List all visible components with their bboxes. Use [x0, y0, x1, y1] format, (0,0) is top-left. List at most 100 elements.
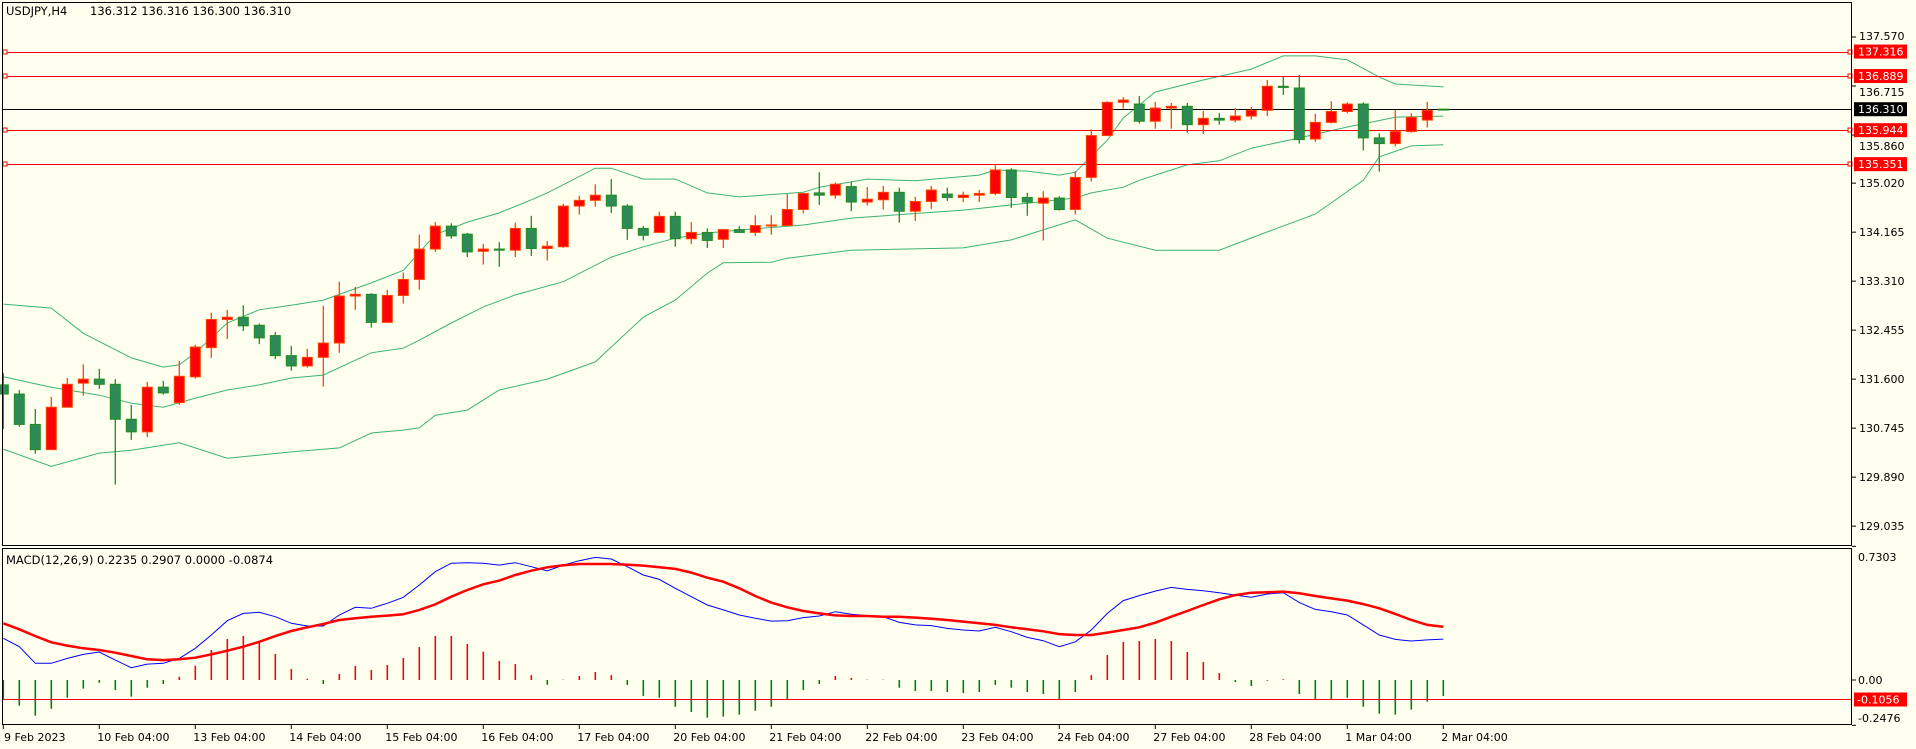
macd-pane[interactable]	[2, 556, 1852, 718]
candle-body	[1181, 105, 1193, 126]
candle-body	[1085, 135, 1097, 178]
time-tick-label: 9 Feb 2023	[4, 731, 65, 744]
candle-body	[1213, 117, 1225, 121]
candle	[989, 164, 1001, 196]
candle-body	[349, 293, 361, 297]
candle-body	[1389, 131, 1401, 145]
candle	[77, 364, 89, 396]
candle	[1117, 97, 1129, 109]
candle	[349, 286, 361, 310]
candle-body	[701, 231, 713, 241]
candle-body	[61, 383, 73, 408]
candle	[749, 215, 761, 236]
time-tick-label: 20 Feb 04:00	[673, 731, 745, 744]
price-tick-label: 136.715	[1859, 86, 1905, 99]
candle	[1357, 102, 1369, 151]
candle-body	[317, 342, 329, 358]
candle-body	[621, 205, 633, 229]
candle-body	[765, 224, 777, 227]
candle-body	[397, 278, 409, 296]
candle-body	[1261, 85, 1273, 111]
candle-body	[125, 418, 137, 433]
candle-body	[285, 355, 297, 367]
candle-body	[557, 205, 569, 248]
candle-body	[1053, 197, 1065, 211]
candle	[973, 190, 985, 203]
candle-body	[509, 227, 521, 251]
candle-body	[525, 227, 537, 249]
candle-body	[1037, 197, 1049, 204]
candle	[765, 215, 777, 235]
time-tick-label: 27 Feb 04:00	[1153, 731, 1225, 744]
candle-body	[1293, 87, 1305, 141]
level-anchor-handle[interactable]	[2, 161, 8, 167]
bollinger-lower-band	[3, 144, 1444, 467]
time-tick-label: 28 Feb 04:00	[1249, 731, 1321, 744]
candle-body	[1117, 99, 1129, 103]
ohlc-readout: 136.312 136.316 136.300 136.310	[90, 4, 291, 18]
macd-tick-label: 0.7303	[1858, 551, 1897, 564]
macd-level-label: -0.1056	[1857, 694, 1899, 707]
time-tick-label: 13 Feb 04:00	[193, 731, 265, 744]
candle	[1149, 101, 1161, 129]
candle-body	[13, 393, 25, 425]
candle-body	[637, 227, 649, 236]
price-pane[interactable]	[0, 49, 1853, 485]
time-tick-label: 23 Feb 04:00	[961, 731, 1033, 744]
candle-body	[1165, 105, 1177, 109]
candle-body	[445, 225, 457, 237]
candle-body	[461, 233, 473, 253]
level-anchor-handle[interactable]	[2, 127, 8, 133]
level-anchor-handle[interactable]	[2, 49, 8, 55]
candle	[1309, 113, 1321, 142]
candle-body	[1341, 103, 1353, 113]
candle-body	[893, 191, 905, 212]
macd-main-line	[3, 556, 1444, 669]
candle-body	[493, 248, 505, 251]
candle-body	[1005, 169, 1017, 198]
candle	[0, 372, 9, 430]
bid-price-badge	[1854, 102, 1907, 117]
candle-body	[221, 316, 233, 321]
candle-body	[1421, 109, 1433, 121]
candle-body	[541, 245, 553, 249]
candle	[1341, 102, 1353, 114]
candle-body	[109, 383, 121, 420]
candle	[1069, 171, 1081, 215]
time-tick-label: 2 Mar 04:00	[1441, 731, 1507, 744]
candle-body	[1069, 176, 1081, 211]
time-tick-label: 17 Feb 04:00	[577, 731, 649, 744]
candle-body	[1149, 107, 1161, 122]
candle	[813, 172, 825, 205]
candle	[589, 184, 601, 207]
candle	[781, 194, 793, 227]
candle	[221, 309, 233, 340]
candle	[365, 293, 377, 328]
candle-body	[253, 324, 265, 339]
macd-tick-label: -0.2476	[1858, 712, 1900, 725]
time-tick-label: 24 Feb 04:00	[1057, 731, 1129, 744]
candle-body	[205, 319, 217, 349]
level-price-badge	[1854, 123, 1907, 138]
candle-body	[1245, 109, 1257, 117]
level-anchor-handle[interactable]	[2, 73, 8, 79]
candle-body	[1229, 115, 1241, 121]
candle	[1213, 113, 1225, 125]
symbol-label: USDJPY,H4	[6, 4, 67, 18]
candle	[285, 345, 297, 371]
candle-body	[813, 192, 825, 196]
candle	[397, 272, 409, 304]
candle-body	[429, 225, 441, 250]
axes: 137.570 136.715 135.860 135.020 134.165 133.3…	[2, 30, 1907, 744]
candle	[1373, 133, 1385, 172]
candle-body	[797, 192, 809, 211]
candle	[477, 243, 489, 265]
candle-body	[829, 183, 841, 196]
candle	[1325, 101, 1337, 124]
price-tick-label: 133.310	[1859, 275, 1905, 288]
level-price-label: 135.351	[1858, 158, 1904, 171]
candle	[509, 222, 521, 258]
candle-body	[333, 295, 345, 344]
candle-body	[957, 194, 969, 198]
